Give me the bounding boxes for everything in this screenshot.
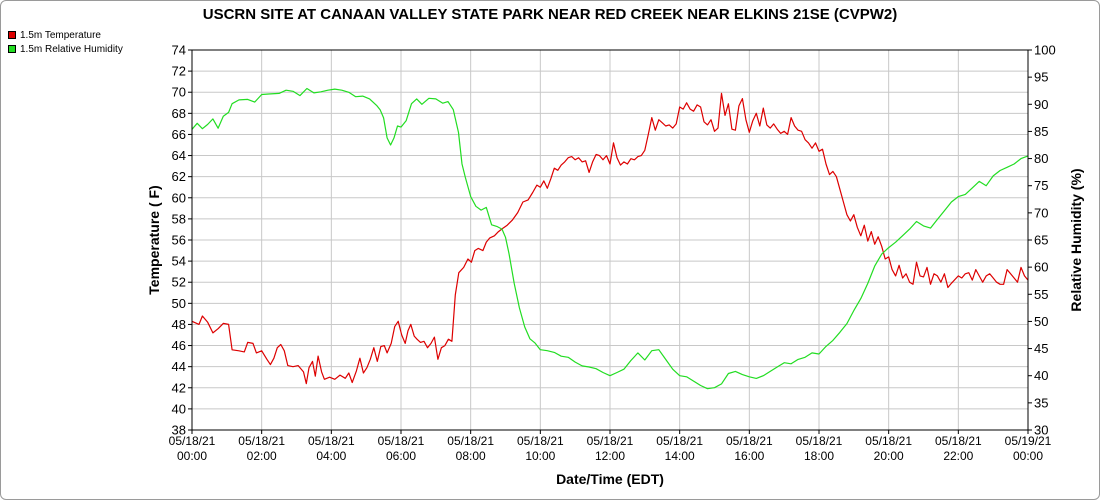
y-tick-label: 40: [172, 401, 186, 416]
y-tick-label: 52: [172, 275, 186, 290]
x-tick-label-date: 05/18/21: [796, 434, 843, 448]
x-tick-label-time: 20:00: [874, 449, 904, 463]
x-tick-label-date: 05/18/21: [517, 434, 564, 448]
legend-swatch-humidity: [8, 45, 16, 53]
x-tick-label-time: 02:00: [247, 449, 277, 463]
y2-tick-label: 35: [1034, 395, 1048, 410]
y2-tick-label: 85: [1034, 124, 1048, 139]
y-tick-label: 58: [172, 211, 186, 226]
y-tick-label: 64: [172, 148, 186, 163]
y-tick-label: 56: [172, 233, 186, 248]
x-tick-label-date: 05/18/21: [865, 434, 912, 448]
x-tick-label-time: 00:00: [177, 449, 207, 463]
y2-tick-label: 45: [1034, 341, 1048, 356]
y-tick-label: 68: [172, 106, 186, 121]
x-tick-label-date: 05/18/21: [308, 434, 355, 448]
y-tick-label: 42: [172, 380, 186, 395]
x-tick-label-date: 05/19/21: [1005, 434, 1052, 448]
x-tick-label-time: 08:00: [456, 449, 486, 463]
y2-tick-label: 30: [1034, 423, 1048, 438]
x-tick-label-date: 05/18/21: [447, 434, 494, 448]
x-tick-label-time: 22:00: [943, 449, 973, 463]
series-line-temperature: [191, 92, 1029, 385]
x-tick-label-time: 10:00: [525, 449, 555, 463]
axes: 05/18/2100:0005/18/2102:0005/18/2104:000…: [169, 43, 1056, 464]
y2-tick-label: 80: [1034, 151, 1048, 166]
y-tick-label: 38: [172, 423, 186, 438]
y-tick-label: 70: [172, 85, 186, 100]
legend: 1.5m Temperature 1.5m Relative Humidity: [8, 28, 123, 56]
y2-tick-label: 90: [1034, 97, 1048, 112]
y-tick-label: 44: [172, 359, 186, 374]
x-tick-label-date: 05/18/21: [378, 434, 425, 448]
series-layer: [191, 87, 1029, 390]
y2-tick-label: 60: [1034, 260, 1048, 275]
y-tick-label: 50: [172, 296, 186, 311]
y2-tick-label: 95: [1034, 70, 1048, 85]
x-tick-label-time: 18:00: [804, 449, 834, 463]
x-tick-label-date: 05/18/21: [169, 434, 216, 448]
x-tick-label-time: 14:00: [665, 449, 695, 463]
x-tick-label-time: 00:00: [1013, 449, 1043, 463]
legend-item-humidity: 1.5m Relative Humidity: [8, 42, 123, 56]
y-tick-label: 72: [172, 64, 186, 79]
x-tick-label-date: 05/18/21: [726, 434, 773, 448]
y2-tick-label: 100: [1034, 43, 1056, 58]
legend-item-temperature: 1.5m Temperature: [8, 28, 123, 42]
y-tick-label: 74: [172, 43, 186, 58]
legend-swatch-temperature: [8, 31, 16, 39]
legend-label-humidity: 1.5m Relative Humidity: [20, 43, 123, 55]
x-tick-label-time: 12:00: [595, 449, 625, 463]
y2-tick-label: 75: [1034, 178, 1048, 193]
y2-tick-label: 70: [1034, 205, 1048, 220]
x-tick-label-time: 06:00: [386, 449, 416, 463]
x-tick-label-date: 05/18/21: [587, 434, 634, 448]
y2-tick-label: 40: [1034, 368, 1048, 383]
y-tick-label: 66: [172, 127, 186, 142]
y2-tick-label: 55: [1034, 287, 1048, 302]
legend-label-temperature: 1.5m Temperature: [20, 29, 101, 41]
chart-title: USCRN SITE AT CANAAN VALLEY STATE PARK N…: [203, 6, 898, 23]
y-tick-label: 62: [172, 169, 186, 184]
y-tick-label: 54: [172, 254, 186, 269]
x-axis-label: Date/Time (EDT): [556, 471, 664, 487]
y-tick-label: 48: [172, 317, 186, 332]
x-tick-label-time: 16:00: [734, 449, 764, 463]
y2-axis-label: Relative Humidity (%): [1068, 168, 1084, 311]
y-tick-label: 60: [172, 190, 186, 205]
x-tick-label-date: 05/18/21: [656, 434, 703, 448]
x-tick-label-date: 05/18/21: [935, 434, 982, 448]
x-tick-label-time: 04:00: [316, 449, 346, 463]
y2-tick-label: 50: [1034, 314, 1048, 329]
y2-tick-label: 65: [1034, 233, 1048, 248]
series-line-humidity: [191, 87, 1029, 390]
grid: [191, 49, 1029, 431]
y-tick-label: 46: [172, 338, 186, 353]
y-axis-label: Temperature ( F): [146, 185, 162, 294]
x-tick-label-date: 05/18/21: [238, 434, 285, 448]
